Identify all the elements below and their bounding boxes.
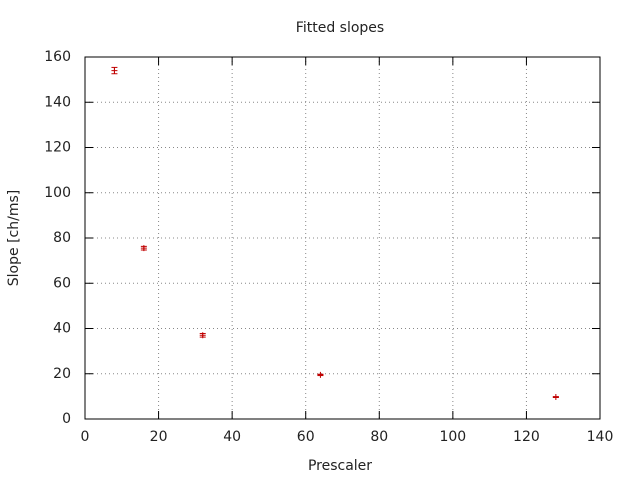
y-tick-label: 80 <box>53 230 71 246</box>
x-tick-label: 40 <box>223 429 241 445</box>
point <box>317 371 324 378</box>
y-tick-label: 140 <box>44 94 71 110</box>
y-tick-label: 60 <box>53 275 71 291</box>
y-tick-label: 40 <box>53 321 71 337</box>
y-tick-label: 160 <box>44 49 71 65</box>
x-tick-label: 20 <box>150 429 168 445</box>
x-tick-label: 100 <box>439 429 466 445</box>
point <box>140 245 147 252</box>
point <box>111 67 118 74</box>
x-axis-label: Prescaler <box>308 458 372 474</box>
x-tick-label: 80 <box>370 429 388 445</box>
point <box>552 394 559 401</box>
plot-frame <box>84 56 601 420</box>
x-tick-label: 120 <box>513 429 540 445</box>
point <box>199 332 206 339</box>
x-tick-label: 0 <box>81 429 90 445</box>
y-axis-label: Slope [ch/ms] <box>6 190 22 286</box>
y-tick-label: 120 <box>44 140 71 156</box>
x-tick-label: 140 <box>587 429 614 445</box>
chart-title: Fitted slopes <box>296 20 384 36</box>
x-tick-label: 60 <box>297 429 315 445</box>
y-tick-label: 0 <box>62 411 71 427</box>
y-tick-label: 20 <box>53 366 71 382</box>
y-tick-label: 100 <box>44 185 71 201</box>
